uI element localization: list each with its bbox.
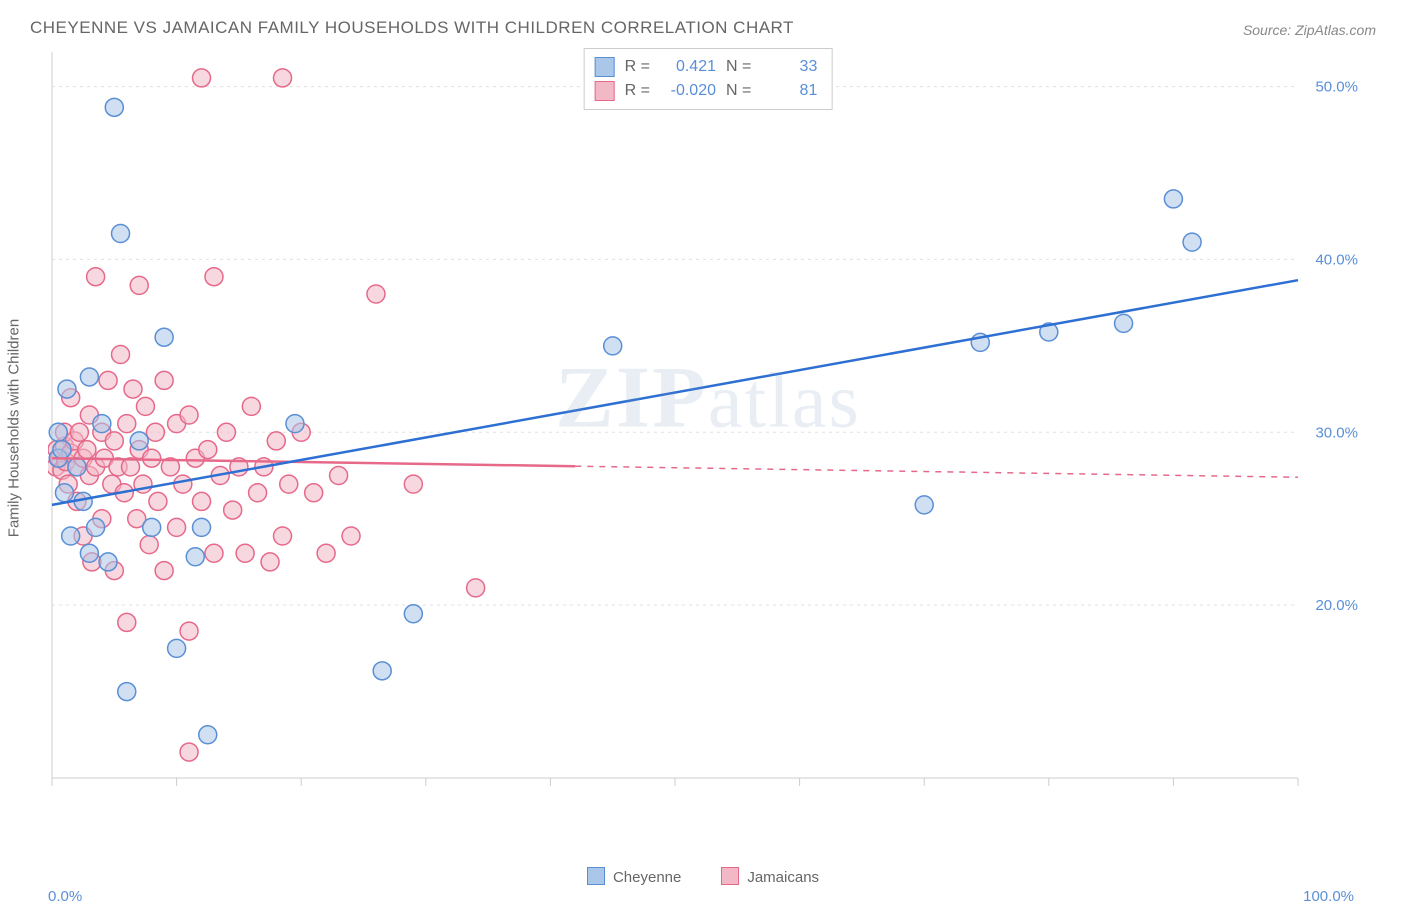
jamaicans-legend-swatch-icon bbox=[721, 867, 739, 885]
cheyenne-legend-label: Cheyenne bbox=[613, 869, 681, 886]
jamaicans-swatch-icon bbox=[595, 81, 615, 101]
source-name: ZipAtlas.com bbox=[1295, 22, 1376, 38]
scatter-plot: 20.0%30.0%40.0%50.0% ZIPatlas R = 0.421 … bbox=[48, 48, 1368, 808]
jamaicans-r-value: -0.020 bbox=[660, 79, 716, 103]
y-axis-label: Family Households with Children bbox=[6, 319, 23, 537]
chart-container: Family Households with Children 20.0%30.… bbox=[22, 48, 1382, 808]
stats-row-cheyenne: R = 0.421 N = 33 bbox=[595, 55, 818, 79]
svg-text:40.0%: 40.0% bbox=[1315, 251, 1358, 268]
svg-text:20.0%: 20.0% bbox=[1315, 597, 1358, 614]
cheyenne-n-value: 33 bbox=[761, 55, 817, 79]
chart-title: CHEYENNE VS JAMAICAN FAMILY HOUSEHOLDS W… bbox=[30, 18, 794, 38]
cheyenne-legend-swatch-icon bbox=[587, 867, 605, 885]
n-label: N = bbox=[726, 55, 751, 79]
cheyenne-r-value: 0.421 bbox=[660, 55, 716, 79]
chart-svg: 20.0% 30.0% 40.0% 50.0% bbox=[48, 48, 1368, 808]
source-prefix: Source: bbox=[1243, 22, 1295, 38]
source-attribution: Source: ZipAtlas.com bbox=[1243, 22, 1376, 38]
n-label: N = bbox=[726, 79, 751, 103]
legend-item-cheyenne: Cheyenne bbox=[587, 867, 681, 886]
legend-item-jamaicans: Jamaicans bbox=[721, 867, 819, 886]
stats-row-jamaicans: R = -0.020 N = 81 bbox=[595, 79, 818, 103]
r-label: R = bbox=[625, 79, 650, 103]
jamaicans-legend-label: Jamaicans bbox=[747, 869, 819, 886]
bottom-legend: Cheyenne Jamaicans bbox=[0, 867, 1406, 886]
x-axis-max: 100.0% bbox=[1303, 888, 1354, 905]
svg-text:30.0%: 30.0% bbox=[1315, 424, 1358, 441]
r-label: R = bbox=[625, 55, 650, 79]
jamaicans-n-value: 81 bbox=[761, 79, 817, 103]
svg-text:50.0%: 50.0% bbox=[1315, 79, 1358, 96]
stats-legend: R = 0.421 N = 33 R = -0.020 N = 81 bbox=[584, 48, 833, 110]
x-axis-min: 0.0% bbox=[48, 888, 82, 905]
cheyenne-swatch-icon bbox=[595, 57, 615, 77]
